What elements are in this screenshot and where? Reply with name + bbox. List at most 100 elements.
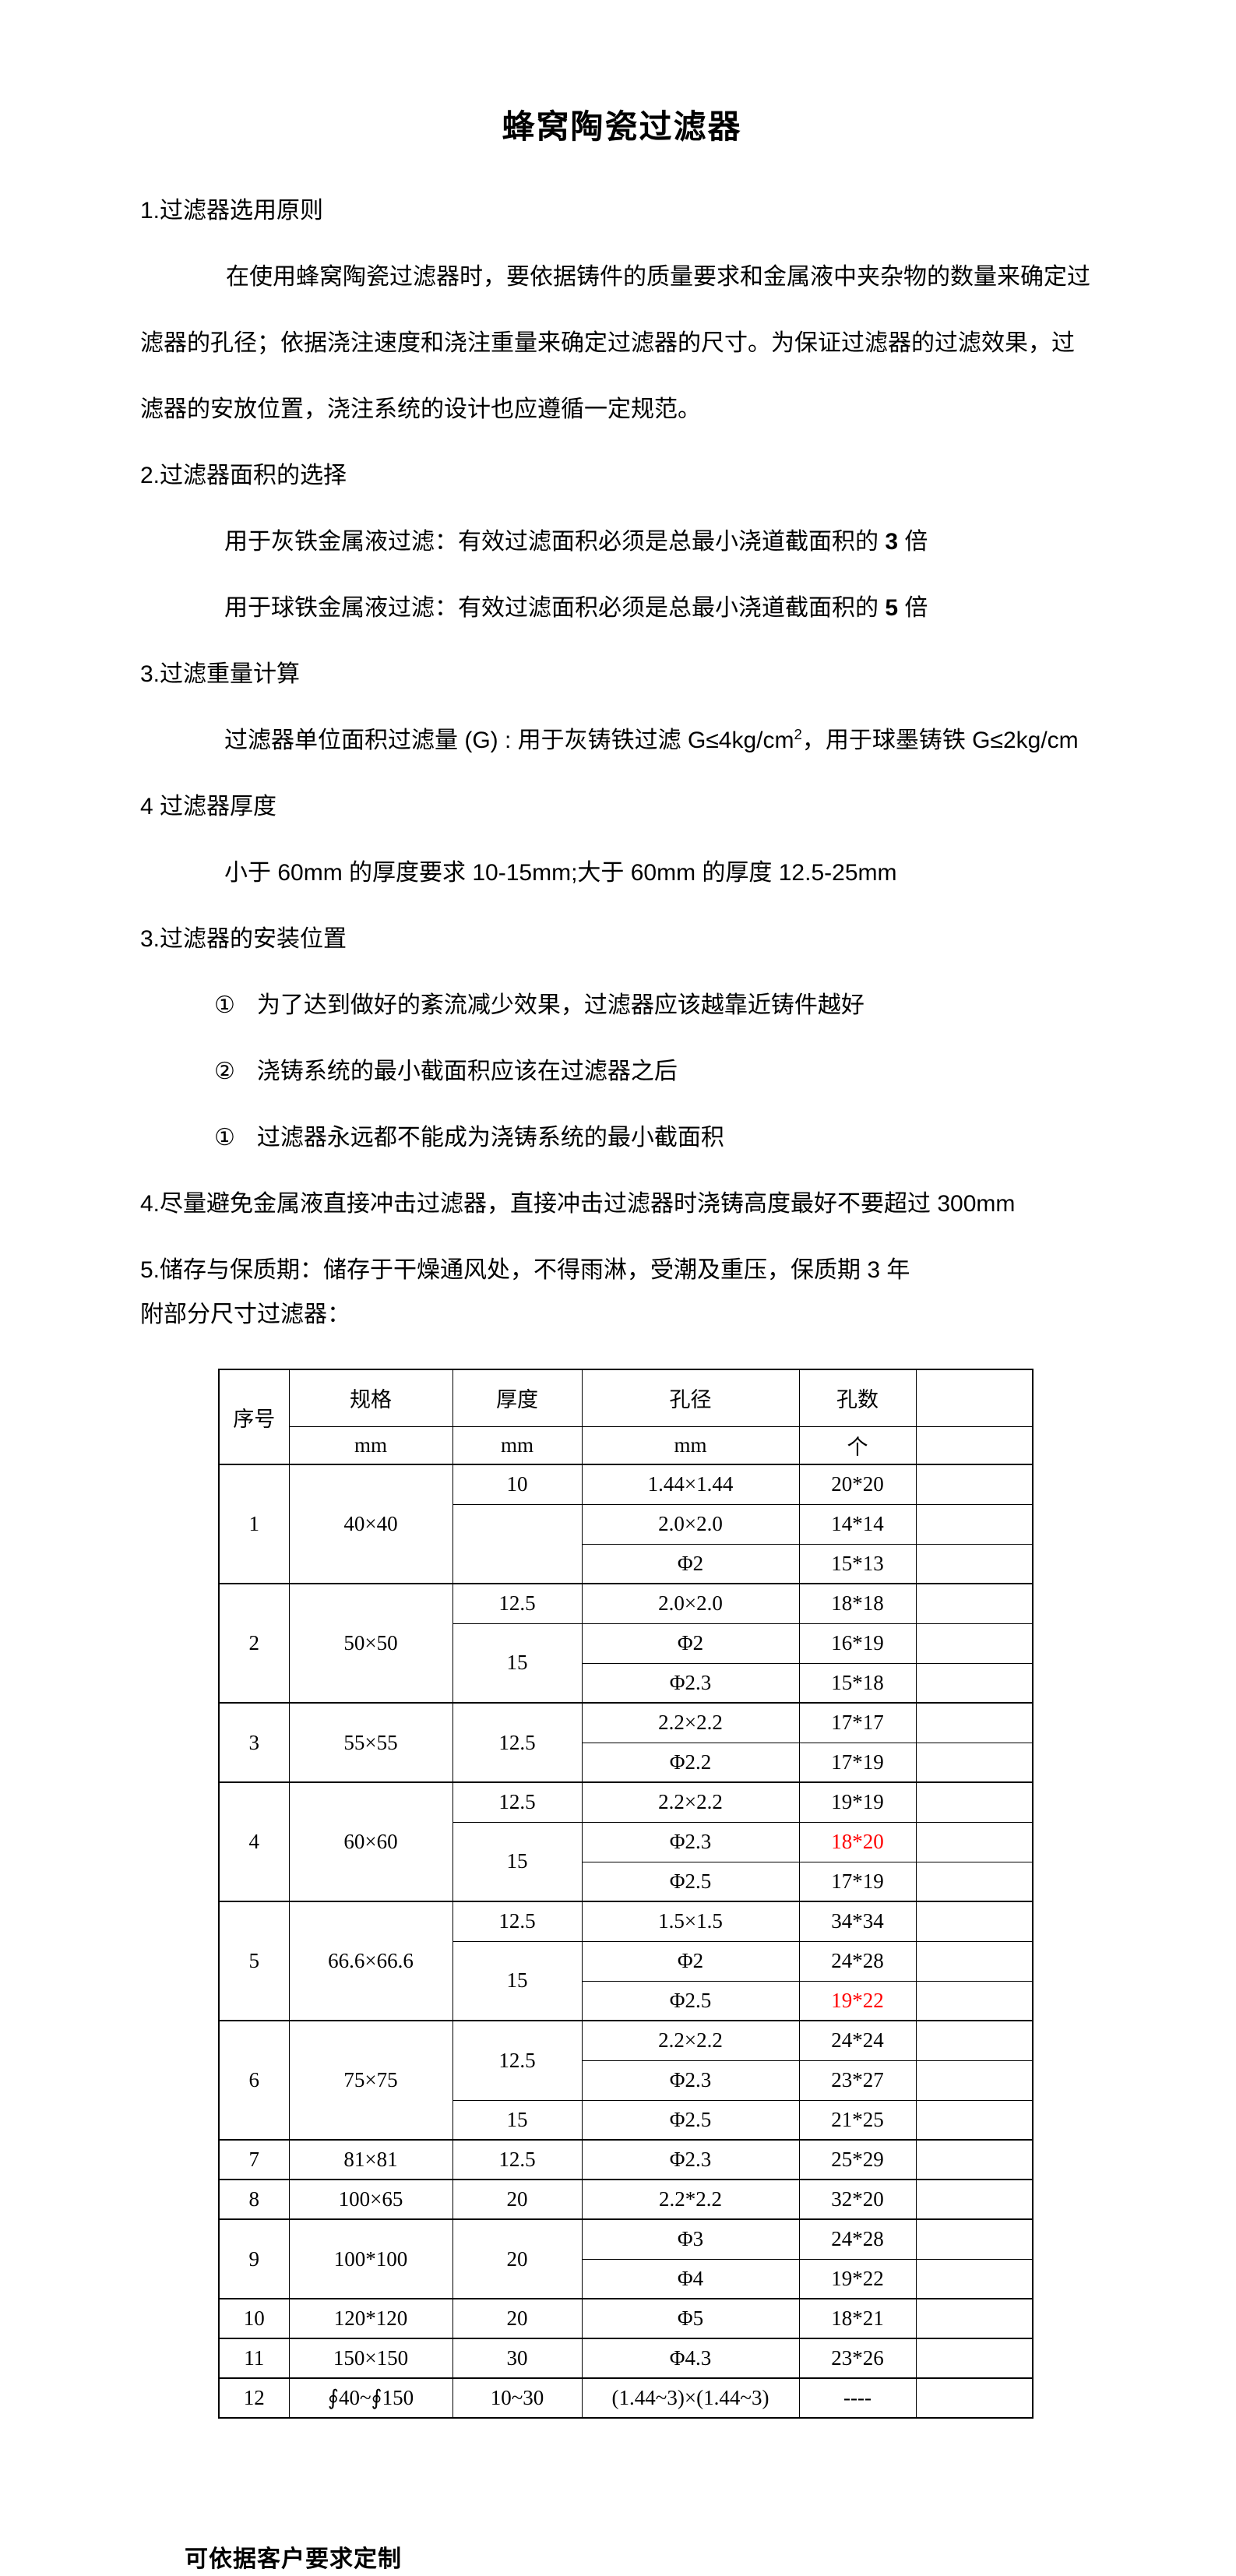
install-bullet-2: ② 浇铸系统的最小截面积应该在过滤器之后 — [140, 1052, 1213, 1091]
cell-blank — [915, 1781, 1034, 1823]
attached-sizes-label: 附部分尺寸过滤器： — [140, 1302, 350, 1327]
table-row: 12 ∮40~∮150 10~30 (1.44~3)×(1.44~3) ---- — [218, 2377, 1034, 2419]
cell-holes: 18*18 — [798, 1583, 917, 1624]
cell-blank — [915, 2139, 1034, 2180]
cell-spec: 100×65 — [288, 2179, 453, 2220]
cell-seq: 1 — [218, 1464, 290, 1584]
cell-holes: 24*28 — [798, 2218, 917, 2260]
cell-spec: 120*120 — [288, 2298, 453, 2339]
cell-aperture: 2.0×2.0 — [581, 1583, 800, 1624]
bullet-text: 过滤器永远都不能成为浇铸系统的最小截面积 — [256, 1125, 724, 1151]
cell-spec: 150×150 — [288, 2338, 453, 2379]
col-header-aperture: 孔径 — [581, 1369, 800, 1427]
cell-holes: 23*26 — [798, 2338, 917, 2379]
cell-aperture: Φ2.3 — [581, 1821, 800, 1862]
cell-blank — [915, 2060, 1034, 2101]
unit-cell-4 — [915, 1425, 1034, 1465]
unit-cell-0: mm — [288, 1425, 453, 1465]
cell-seq: 9 — [218, 2218, 290, 2299]
col-header-holes: 孔数 — [798, 1369, 917, 1427]
cell-spec: 60×60 — [288, 1781, 453, 1902]
unit-filter-capacity: 过滤器单位面积过滤量 (G) : 用于灰铸铁过滤 G≤4kg/cm2，用于球墨铸… — [140, 721, 1213, 760]
cell-spec: 50×50 — [288, 1583, 453, 1704]
cell-blank — [915, 2218, 1034, 2260]
cell-thickness: 12.5 — [452, 1702, 583, 1783]
cell-holes: 17*19 — [798, 1861, 917, 1902]
cell-spec: 66.6×66.6 — [288, 1901, 453, 2021]
cell-blank — [915, 1980, 1034, 2021]
bullet-text: 为了达到做好的紊流减少效果，过滤器应该越靠近铸件越好 — [256, 992, 864, 1018]
cell-holes: 14*14 — [798, 1503, 917, 1545]
cell-thickness: 10~30 — [452, 2377, 583, 2419]
cell-blank — [915, 1821, 1034, 1862]
cell-aperture: Φ3 — [581, 2218, 800, 2260]
cell-seq: 2 — [218, 1583, 290, 1704]
ductile-iron-area-rule: 用于球铁金属液过滤：有效过滤面积必须是总最小浇道截面积的 5 倍 — [140, 589, 1213, 628]
cell-blank — [915, 1662, 1034, 1704]
cell-blank — [915, 1543, 1034, 1584]
install-bullet-1: ① 为了达到做好的紊流减少效果，过滤器应该越靠近铸件越好 — [140, 986, 1213, 1025]
cell-holes: 32*20 — [798, 2179, 917, 2220]
cell-aperture: 1.5×1.5 — [581, 1901, 800, 1942]
unit-cell-2: mm — [581, 1425, 800, 1465]
table-row: 3 55×55 12.5 2.2×2.2 17*17 — [218, 1702, 1034, 1783]
cell-seq: 8 — [218, 2179, 290, 2220]
cell-blank — [915, 2020, 1034, 2061]
cell-blank — [915, 1861, 1034, 1902]
bullet-marker: ② — [214, 1059, 235, 1084]
cell-blank — [915, 1702, 1034, 1743]
cell-holes: 25*29 — [798, 2139, 917, 2180]
cell-thickness: 15 — [452, 2099, 583, 2141]
superscript-2: 2 — [794, 726, 802, 742]
cell-holes: 19*19 — [798, 1781, 917, 1823]
cell-blank — [915, 1503, 1034, 1545]
cell-aperture: 2.2×2.2 — [581, 1781, 800, 1823]
cell-thickness: 12.5 — [452, 2020, 583, 2101]
cell-aperture: Φ2.5 — [581, 2099, 800, 2141]
cell-aperture: Φ4.3 — [581, 2338, 800, 2379]
cell-spec: ∮40~∮150 — [288, 2377, 453, 2419]
rule-text: 用于球铁金属液过滤：有效过滤面积必须是总最小浇道截面积的 — [224, 595, 886, 621]
cell-seq: 6 — [218, 2020, 290, 2141]
cell-blank — [915, 1742, 1034, 1783]
table-row: 5 66.6×66.6 12.5 1.5×1.5 34*34 — [218, 1901, 1034, 2021]
cell-holes: 18*21 — [798, 2298, 917, 2339]
rule-suffix: 倍 — [898, 529, 928, 555]
cell-aperture: 2.2*2.2 — [581, 2179, 800, 2220]
cell-holes: 17*17 — [798, 1702, 917, 1743]
cell-seq: 7 — [218, 2139, 290, 2180]
cell-seq: 11 — [218, 2338, 290, 2379]
cell-seq: 4 — [218, 1781, 290, 1902]
section-install-heading: 3.过滤器的安装位置 — [140, 926, 347, 952]
cell-holes: 20*20 — [798, 1464, 917, 1505]
storage-shelf-life: 5.储存与保质期：储存于干燥通风处，不得雨淋，受潮及重压，保质期 3 年 — [140, 1257, 910, 1283]
cell-thickness: 15 — [452, 1940, 583, 2021]
cell-blank — [915, 1901, 1034, 1942]
cell-thickness — [452, 1503, 583, 1584]
section-4-heading: 4 过滤器厚度 — [140, 794, 277, 819]
cell-seq: 5 — [218, 1901, 290, 2021]
cell-holes: 21*25 — [798, 2099, 917, 2141]
rule-text: 用于灰铁金属液过滤：有效过滤面积必须是总最小浇道截面积的 — [224, 529, 886, 555]
table-row: 10 120*120 20 Φ5 18*21 — [218, 2298, 1034, 2339]
cell-aperture: Φ2.3 — [581, 1662, 800, 1704]
cell-aperture: Φ2.3 — [581, 2139, 800, 2180]
document-content: 蜂窝陶瓷过滤器 1.过滤器选用原则 在使用蜂窝陶瓷过滤器时，要依据铸件的质量要求… — [0, 105, 1236, 2574]
cell-thickness: 15 — [452, 1821, 583, 1902]
cell-holes: 23*27 — [798, 2060, 917, 2101]
cell-aperture: Φ2.5 — [581, 1861, 800, 1902]
cell-aperture: Φ4 — [581, 2258, 800, 2299]
impact-warning: 4.尽量避免金属液直接冲击过滤器，直接冲击过滤器时浇铸高度最好不要超过 300m… — [140, 1191, 1016, 1217]
cell-holes: 15*13 — [798, 1543, 917, 1584]
cell-thickness: 20 — [452, 2298, 583, 2339]
cell-blank — [915, 1623, 1034, 1664]
paragraph-line-2: 滤器的孔径；依据浇注速度和浇注重量来确定过滤器的尺寸。为保证过滤器的过滤效果，过 — [140, 330, 1075, 356]
table-row: 15 Φ2 24*28 — [219, 1940, 1034, 2021]
cell-aperture: 2.0×2.0 — [581, 1503, 800, 1545]
unit-cell-1: mm — [452, 1425, 583, 1465]
cell-thickness: 12.5 — [452, 1583, 583, 1624]
capacity-suffix: ，用于球墨铸铁 G≤2kg/cm — [801, 728, 1079, 753]
cell-aperture: 1.44×1.44 — [581, 1464, 800, 1505]
cell-aperture: 2.2×2.2 — [581, 1702, 800, 1743]
cell-aperture: Φ2.2 — [581, 1742, 800, 1783]
